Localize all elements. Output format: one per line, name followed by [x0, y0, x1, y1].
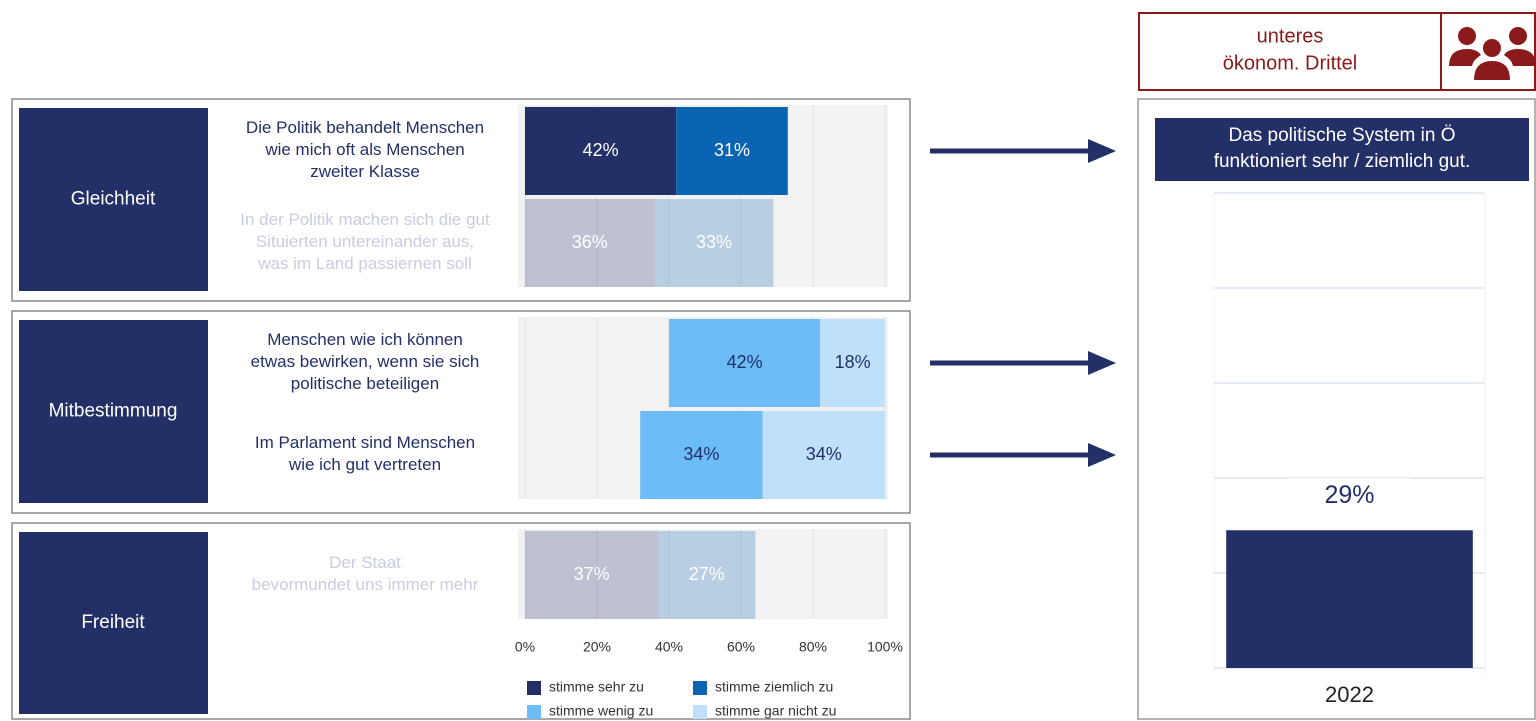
bar-segment [658, 531, 756, 619]
x-tick-label: 100% [867, 639, 903, 655]
bar-segment [669, 319, 821, 407]
x-tick-label: 0% [515, 639, 535, 655]
legend-swatch [693, 681, 707, 695]
group-label: Mitbestimmung [49, 401, 178, 422]
legend-label: stimme ziemlich zu [715, 679, 833, 695]
statement: Der Staat bevormundet uns immer mehr [252, 553, 479, 594]
legend-swatch [693, 705, 707, 719]
x-tick-label: 80% [799, 639, 827, 655]
group-label: Freiheit [81, 612, 145, 633]
legend-swatch [527, 705, 541, 719]
value-label: 27% [689, 564, 725, 584]
group-label-box [19, 532, 208, 714]
bar [1226, 530, 1473, 668]
statement: Die Politik behandelt Menschen wie mich o… [246, 118, 484, 181]
x-tick-label: 2022 [1325, 682, 1374, 707]
people-icon [1449, 27, 1536, 80]
legend-label: stimme wenig zu [549, 703, 653, 719]
bar-segment [640, 411, 763, 499]
legend-label: stimme gar nicht zu [715, 703, 836, 719]
x-tick-label: 60% [727, 639, 755, 655]
value-label: 29% [1324, 481, 1374, 509]
bar-segment [525, 531, 659, 619]
group-label-box [19, 108, 208, 291]
x-tick-label: 40% [655, 639, 683, 655]
legend-label: stimme sehr zu [549, 679, 644, 695]
bar-segment [525, 107, 677, 195]
value-label: 42% [727, 352, 763, 372]
arrow-head [1088, 139, 1116, 163]
value-label: 31% [714, 140, 750, 160]
value-label: 34% [683, 444, 719, 464]
group-label-box [19, 320, 208, 503]
value-label: 36% [572, 232, 608, 252]
value-label: 37% [574, 564, 610, 584]
x-tick-label: 20% [583, 639, 611, 655]
bar-segment [820, 319, 885, 407]
badge-title: unteres ökonom. Drittel [1223, 26, 1358, 75]
value-label: 33% [696, 232, 732, 252]
value-label: 34% [806, 444, 842, 464]
arrow-head [1088, 443, 1116, 467]
value-label-bg [1287, 478, 1412, 515]
statement: Im Parlament sind Menschen wie ich gut ve… [255, 433, 475, 474]
bar-segment [762, 411, 885, 499]
plot-background [518, 529, 888, 619]
value-label: 42% [583, 140, 619, 160]
value-label: 18% [835, 352, 871, 372]
statement: In der Politik machen sich die gut Situie… [240, 210, 490, 273]
statement: Menschen wie ich können etwas bewirken, w… [251, 330, 480, 393]
bar-segment [654, 199, 774, 287]
arrow-head [1088, 351, 1116, 375]
legend-swatch [527, 681, 541, 695]
result-title-box [1155, 118, 1529, 181]
bar-segment [525, 199, 655, 287]
bar-segment [676, 107, 788, 195]
group-label: Gleichheit [71, 189, 156, 210]
